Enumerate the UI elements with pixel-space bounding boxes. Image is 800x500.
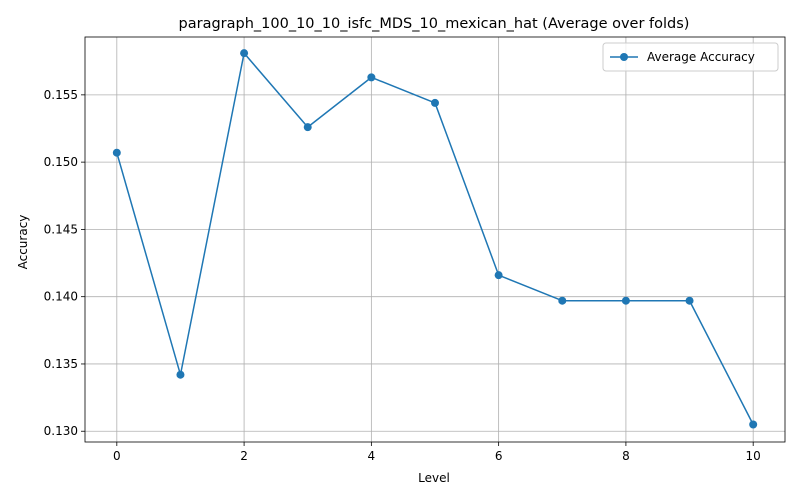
y-tick-label: 0.145 — [44, 222, 78, 236]
data-point-level-10 — [749, 420, 758, 429]
data-point-level-1 — [176, 370, 185, 379]
data-point-level-2 — [240, 49, 249, 58]
legend-box — [602, 42, 779, 72]
data-point-level-0 — [112, 148, 121, 157]
x-tick-label: 8 — [622, 449, 630, 463]
grid-lines — [85, 37, 785, 442]
x-tick-label: 6 — [495, 449, 503, 463]
y-axis-ticks: 0.130 0.135 0.140 0.145 0.150 0.155 — [44, 88, 85, 438]
data-point-level-3 — [303, 123, 312, 132]
data-point-level-8 — [621, 296, 630, 305]
y-tick-label: 0.130 — [44, 424, 78, 438]
series-group — [112, 49, 758, 429]
x-axis-ticks: 0 2 4 6 8 10 — [113, 442, 761, 463]
y-tick-label: 0.150 — [44, 155, 78, 169]
data-point-level-7 — [558, 296, 567, 305]
y-tick-label: 0.155 — [44, 88, 78, 102]
legend-entry-label: Average Accuracy — [647, 50, 755, 64]
chart-title: paragraph_100_10_10_isfc_MDS_10_mexican_… — [179, 16, 690, 32]
legend: Average Accuracy — [602, 42, 779, 72]
data-point-level-4 — [367, 73, 376, 82]
x-tick-label: 10 — [746, 449, 761, 463]
data-point-level-9 — [685, 296, 694, 305]
x-axis-label: Level — [418, 471, 450, 485]
x-tick-label: 4 — [368, 449, 376, 463]
legend-marker-sample — [620, 53, 628, 61]
x-tick-label: 0 — [113, 449, 121, 463]
data-point-level-6 — [494, 271, 503, 280]
y-axis-label: Accuracy — [16, 215, 30, 270]
y-tick-label: 0.135 — [44, 357, 78, 371]
y-tick-label: 0.140 — [44, 290, 78, 304]
plot-area-frame — [84, 36, 786, 443]
x-tick-label: 2 — [240, 449, 248, 463]
data-point-level-5 — [431, 98, 439, 107]
